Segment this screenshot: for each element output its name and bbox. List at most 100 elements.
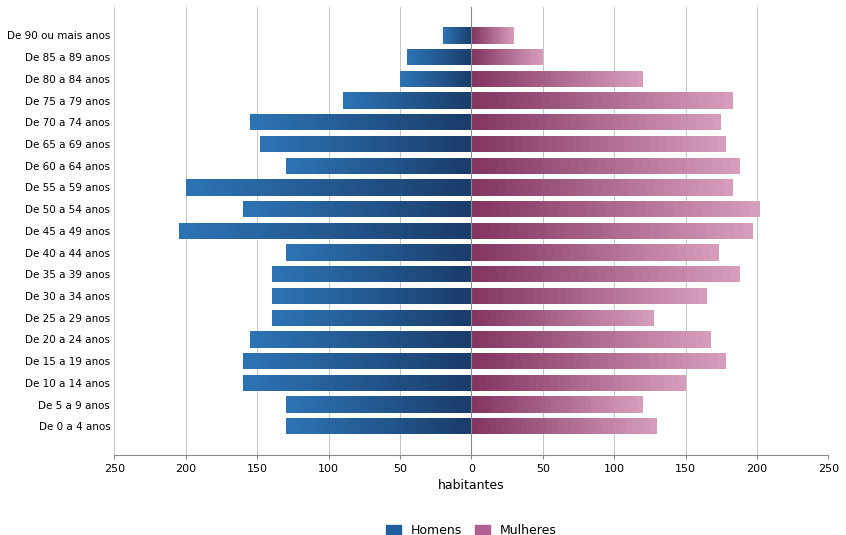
Bar — [704, 266, 713, 282]
Bar — [250, 374, 258, 391]
Bar — [626, 396, 631, 412]
Bar — [452, 223, 462, 239]
Bar — [622, 374, 629, 391]
Bar — [645, 418, 651, 434]
Bar — [573, 136, 582, 152]
Bar — [257, 114, 265, 131]
Bar — [367, 179, 376, 196]
Bar — [471, 136, 480, 152]
Bar — [461, 27, 462, 43]
Bar — [323, 158, 329, 174]
Bar — [486, 27, 487, 43]
Bar — [310, 418, 316, 434]
Bar — [587, 201, 596, 217]
Bar — [445, 71, 448, 87]
Bar — [655, 179, 663, 196]
Bar — [509, 49, 512, 65]
Bar — [487, 331, 496, 348]
Bar — [576, 179, 585, 196]
Bar — [459, 288, 464, 304]
Bar — [744, 223, 753, 239]
Bar — [489, 179, 497, 196]
Bar — [465, 244, 471, 261]
Bar — [342, 244, 348, 261]
Bar — [329, 158, 335, 174]
Bar — [497, 418, 503, 434]
Bar — [558, 418, 564, 434]
Bar — [508, 266, 516, 282]
Bar — [529, 49, 531, 65]
Bar — [506, 71, 512, 87]
Bar — [481, 201, 491, 217]
Bar — [563, 71, 569, 87]
Bar — [678, 374, 686, 391]
Bar — [488, 49, 491, 65]
Bar — [459, 27, 460, 43]
Bar — [438, 288, 445, 304]
Bar — [442, 223, 452, 239]
Bar — [319, 179, 329, 196]
Bar — [605, 288, 613, 304]
Bar — [636, 288, 645, 304]
Bar — [305, 288, 311, 304]
Bar — [689, 179, 698, 196]
Bar — [514, 353, 522, 369]
Bar — [496, 310, 502, 326]
Bar — [464, 310, 471, 326]
Bar — [329, 244, 335, 261]
Bar — [503, 49, 505, 65]
Bar — [459, 158, 465, 174]
Bar — [546, 244, 554, 261]
Bar — [332, 266, 338, 282]
Bar — [659, 266, 668, 282]
Bar — [641, 158, 651, 174]
Bar — [550, 374, 558, 391]
Bar — [348, 418, 354, 434]
Bar — [629, 374, 635, 391]
Bar — [577, 418, 583, 434]
Bar — [688, 331, 695, 348]
Bar — [461, 49, 463, 65]
Bar — [426, 353, 433, 369]
Bar — [541, 179, 550, 196]
Bar — [418, 49, 420, 65]
Bar — [498, 27, 500, 43]
Bar — [631, 223, 640, 239]
Bar — [365, 310, 371, 326]
Bar — [497, 136, 505, 152]
Bar — [257, 223, 266, 239]
Bar — [387, 374, 395, 391]
Bar — [600, 374, 607, 391]
Bar — [686, 266, 695, 282]
Bar — [519, 331, 527, 348]
Bar — [529, 396, 535, 412]
Bar — [415, 418, 422, 434]
Bar — [365, 288, 371, 304]
Bar — [444, 27, 445, 43]
Bar — [558, 396, 563, 412]
Bar — [552, 266, 561, 282]
Bar — [394, 93, 398, 109]
Bar — [514, 374, 521, 391]
Bar — [398, 266, 405, 282]
Bar — [614, 396, 620, 412]
Bar — [489, 27, 490, 43]
Bar — [433, 179, 443, 196]
Bar — [668, 158, 678, 174]
Bar — [422, 244, 428, 261]
Bar — [686, 158, 695, 174]
Bar — [266, 353, 273, 369]
Bar — [299, 418, 305, 434]
Bar — [311, 201, 319, 217]
Bar — [629, 288, 636, 304]
Bar — [566, 288, 574, 304]
Bar — [679, 114, 688, 131]
Bar — [481, 223, 490, 239]
Bar — [433, 71, 436, 87]
Bar — [629, 179, 637, 196]
Bar — [454, 93, 459, 109]
Bar — [272, 266, 278, 282]
Bar — [441, 374, 448, 391]
Bar — [422, 158, 428, 174]
Bar — [348, 396, 354, 412]
